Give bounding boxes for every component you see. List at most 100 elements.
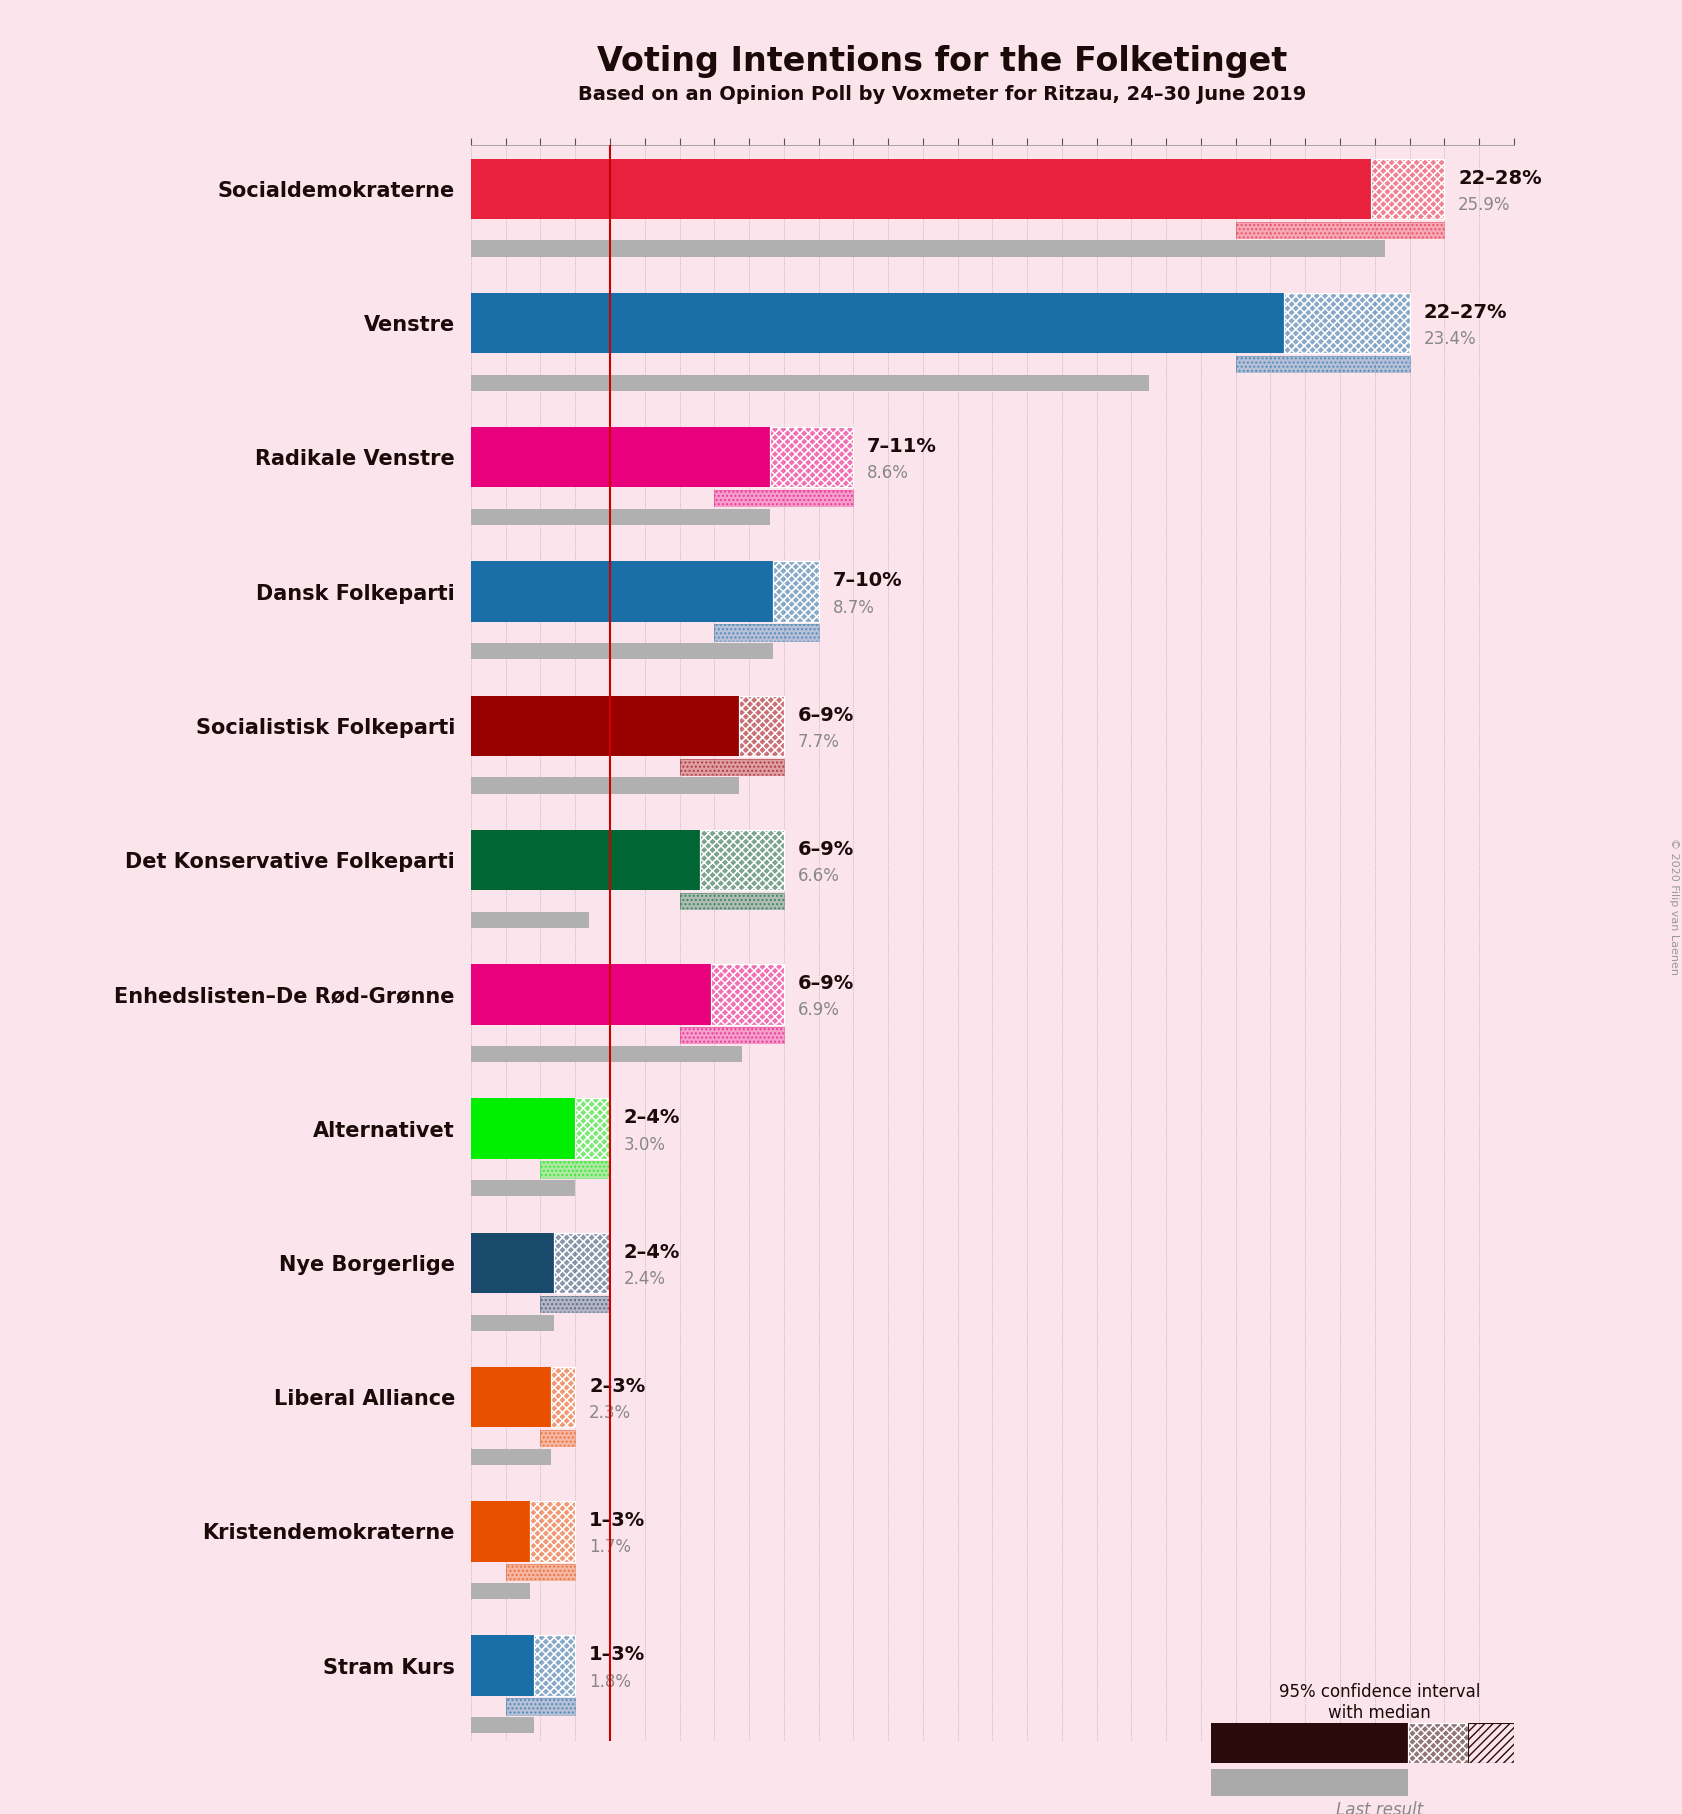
- Bar: [575, 1097, 611, 1159]
- Bar: [471, 963, 711, 1025]
- Text: 6–9%: 6–9%: [797, 974, 854, 992]
- Bar: [471, 1502, 530, 1562]
- Bar: [552, 1368, 575, 1428]
- Text: 1–3%: 1–3%: [589, 1511, 646, 1529]
- Bar: [680, 1027, 784, 1043]
- Bar: [680, 758, 784, 775]
- Bar: [1236, 356, 1410, 372]
- Bar: [533, 1636, 575, 1696]
- Bar: [555, 1232, 611, 1293]
- Text: 2–3%: 2–3%: [589, 1377, 646, 1395]
- Bar: [715, 624, 819, 640]
- Bar: [680, 1027, 784, 1043]
- Bar: [770, 426, 853, 488]
- Text: 6–9%: 6–9%: [797, 706, 854, 724]
- Bar: [1408, 1723, 1468, 1763]
- Bar: [1371, 158, 1445, 219]
- Bar: [471, 829, 700, 891]
- Bar: [471, 426, 770, 488]
- Bar: [552, 1368, 575, 1428]
- Bar: [1285, 292, 1410, 354]
- Bar: [711, 963, 784, 1025]
- Text: 6.6%: 6.6%: [797, 867, 839, 885]
- Bar: [1211, 1769, 1408, 1796]
- Bar: [471, 912, 589, 927]
- Bar: [471, 1449, 552, 1466]
- Bar: [506, 1564, 575, 1580]
- Text: 1.7%: 1.7%: [589, 1538, 631, 1556]
- Text: 1.8%: 1.8%: [589, 1673, 631, 1691]
- Text: 95% confidence interval
with median: 95% confidence interval with median: [1278, 1683, 1480, 1721]
- Bar: [540, 1161, 611, 1177]
- Bar: [738, 695, 784, 756]
- Bar: [471, 1047, 742, 1063]
- Bar: [506, 1698, 575, 1714]
- Bar: [471, 1315, 555, 1331]
- Text: 7.7%: 7.7%: [797, 733, 839, 751]
- Bar: [711, 963, 784, 1025]
- Bar: [680, 758, 784, 775]
- Text: 8.6%: 8.6%: [868, 464, 908, 483]
- Text: 3.0%: 3.0%: [624, 1136, 666, 1154]
- Text: 25.9%: 25.9%: [1458, 196, 1510, 214]
- Text: 1–3%: 1–3%: [589, 1645, 646, 1663]
- Bar: [506, 1698, 575, 1714]
- Bar: [711, 963, 784, 1025]
- Bar: [555, 1232, 611, 1293]
- Bar: [715, 490, 853, 506]
- Text: Based on an Opinion Poll by Voxmeter for Ritzau, 24–30 June 2019: Based on an Opinion Poll by Voxmeter for…: [579, 85, 1305, 103]
- Bar: [471, 1718, 533, 1734]
- Bar: [1285, 292, 1410, 354]
- Bar: [471, 1232, 555, 1293]
- Text: 22–28%: 22–28%: [1458, 169, 1542, 187]
- Bar: [1236, 221, 1445, 238]
- Bar: [471, 1097, 575, 1159]
- Bar: [471, 292, 1285, 354]
- Bar: [540, 1429, 575, 1446]
- Bar: [533, 1636, 575, 1696]
- Bar: [540, 1161, 611, 1177]
- Bar: [471, 375, 1149, 390]
- Bar: [540, 1429, 575, 1446]
- Bar: [471, 778, 738, 793]
- Bar: [738, 695, 784, 756]
- Bar: [506, 1564, 575, 1580]
- Bar: [530, 1502, 575, 1562]
- Text: 6–9%: 6–9%: [797, 840, 854, 858]
- Text: 2–4%: 2–4%: [624, 1108, 680, 1126]
- Bar: [1468, 1723, 1514, 1763]
- Bar: [738, 695, 784, 756]
- Text: 23.4%: 23.4%: [1423, 330, 1477, 348]
- Text: 6.9%: 6.9%: [797, 1001, 839, 1019]
- Bar: [1236, 356, 1410, 372]
- Bar: [555, 1232, 611, 1293]
- Bar: [552, 1368, 575, 1428]
- Bar: [471, 1181, 575, 1197]
- Bar: [1371, 158, 1445, 219]
- Text: 8.7%: 8.7%: [833, 599, 875, 617]
- Bar: [575, 1097, 611, 1159]
- Bar: [530, 1502, 575, 1562]
- Bar: [471, 1368, 552, 1428]
- Bar: [774, 561, 819, 622]
- Bar: [471, 561, 774, 622]
- Bar: [715, 490, 853, 506]
- Bar: [1211, 1723, 1408, 1763]
- Bar: [575, 1097, 611, 1159]
- Bar: [1285, 292, 1410, 354]
- Text: 7–10%: 7–10%: [833, 571, 902, 590]
- Bar: [700, 829, 784, 891]
- Bar: [680, 892, 784, 909]
- Text: Last result: Last result: [1336, 1801, 1423, 1814]
- Bar: [530, 1502, 575, 1562]
- Bar: [700, 829, 784, 891]
- Bar: [1236, 221, 1445, 238]
- Bar: [715, 624, 819, 640]
- Text: 2–4%: 2–4%: [624, 1243, 680, 1261]
- Bar: [471, 1584, 530, 1600]
- Bar: [471, 241, 1386, 256]
- Bar: [471, 644, 774, 658]
- Text: 2.4%: 2.4%: [624, 1270, 666, 1288]
- Bar: [533, 1636, 575, 1696]
- Bar: [540, 1295, 611, 1312]
